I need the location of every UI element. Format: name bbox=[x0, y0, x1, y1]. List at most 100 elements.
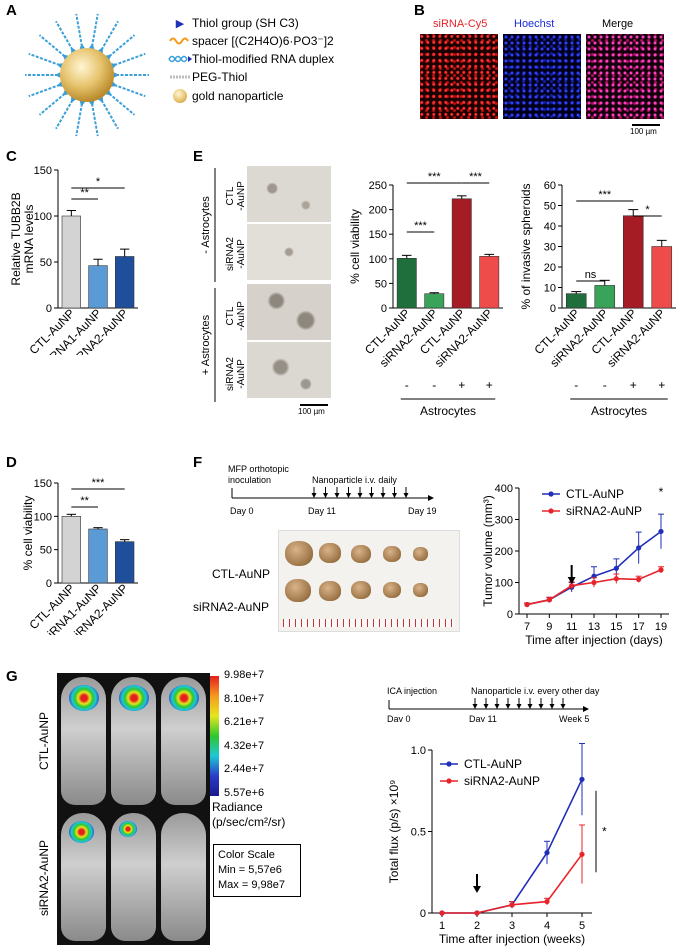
bar bbox=[115, 256, 135, 309]
y-tick-label: 40 bbox=[544, 221, 556, 233]
f-row-si: siRNA2-AuNP bbox=[193, 600, 270, 614]
tumor-specimen bbox=[319, 581, 341, 601]
rna-spoke bbox=[113, 52, 146, 67]
significance-label: ** bbox=[80, 187, 89, 199]
dose-arrow-head bbox=[403, 493, 409, 498]
data-point bbox=[658, 567, 664, 573]
rna-spoke bbox=[28, 52, 61, 67]
b-label-merge: Merge bbox=[602, 18, 634, 30]
dose-arrow-head bbox=[334, 493, 340, 498]
rna-spoke bbox=[113, 83, 146, 98]
x-tick-label: 19 bbox=[655, 621, 667, 633]
thiol-mark bbox=[62, 90, 69, 96]
g-scale-min: Min = 5,57e6 bbox=[218, 864, 282, 876]
f-tl-label1a: MFP orthotopic bbox=[228, 464, 289, 474]
data-point bbox=[579, 776, 585, 782]
y-tick-label: 30 bbox=[544, 242, 556, 254]
y-tick-label: 300 bbox=[495, 515, 513, 527]
y-tick-label: 150 bbox=[34, 165, 52, 177]
rna-spoke bbox=[100, 20, 119, 51]
legend-a: ▶ Thiol group (SH C3) spacer [(C2H4O)6·P… bbox=[168, 14, 408, 106]
g-colorbar bbox=[210, 676, 219, 796]
tumor-specimen bbox=[413, 583, 428, 597]
data-point bbox=[569, 583, 575, 589]
b-image-merge bbox=[586, 34, 664, 119]
x-axis-label: Time after injection (weeks) bbox=[439, 932, 585, 946]
peg-line-icon bbox=[170, 75, 190, 79]
significance-label: * bbox=[96, 176, 101, 188]
astrocyte-sign: + bbox=[458, 378, 465, 392]
panel-label-e: E bbox=[193, 148, 204, 165]
significance-label: *** bbox=[92, 477, 106, 489]
y-tick-label: 150 bbox=[34, 478, 52, 490]
y-tick-label: 200 bbox=[495, 546, 513, 558]
legend-marker bbox=[548, 508, 554, 514]
y-tick-label: 50 bbox=[544, 201, 556, 213]
bar bbox=[88, 528, 108, 584]
e-image-ctl-plus bbox=[247, 284, 331, 340]
g-label-ctl: CTL-AuNP bbox=[37, 712, 51, 770]
nanoparticle-diagram bbox=[25, 13, 149, 137]
e-label-ctl2-a: CTL bbox=[225, 306, 236, 325]
y-tick-label: 50 bbox=[40, 545, 52, 557]
thiol-mark bbox=[79, 43, 86, 50]
y-tick-label: 0 bbox=[507, 609, 513, 621]
f-row-ctl: CTL-AuNP bbox=[212, 567, 271, 581]
thiol-mark bbox=[56, 63, 63, 69]
rna-spoke bbox=[55, 99, 74, 130]
astrocyte-sign: + bbox=[486, 378, 493, 392]
legend-peg: PEG-Thiol bbox=[168, 68, 408, 86]
data-point bbox=[439, 910, 445, 916]
x-tick-label: 1 bbox=[439, 920, 445, 932]
e-images bbox=[247, 166, 331, 402]
rna-spoke bbox=[55, 20, 74, 51]
thiol-mark bbox=[105, 90, 112, 96]
thiol-mark bbox=[56, 81, 63, 87]
dose-arrow-head bbox=[560, 704, 566, 709]
bar bbox=[451, 198, 472, 309]
g-tl-day11: Day 11 bbox=[469, 714, 497, 722]
f-tl-label1b: inoculation bbox=[228, 475, 271, 485]
mouse-image bbox=[61, 813, 106, 941]
e-label-ctl-a: CTL bbox=[225, 186, 236, 205]
panel-label-a: A bbox=[6, 2, 17, 19]
dose-arrow-head bbox=[527, 704, 533, 709]
bar bbox=[61, 215, 81, 309]
tumor-specimen bbox=[351, 581, 371, 599]
x-axis-label: Time after injection (days) bbox=[525, 633, 663, 647]
rna-spoke bbox=[100, 99, 119, 130]
thiol-mark bbox=[70, 47, 77, 54]
significance-label: *** bbox=[469, 171, 483, 183]
x-tick-label: 9 bbox=[546, 621, 552, 633]
bioluminescence-signal bbox=[169, 685, 199, 711]
rna-spoke bbox=[38, 92, 66, 116]
e-image-si-minus bbox=[247, 224, 331, 280]
e-image-labels: - Astrocytes + Astrocytes CTL -AuNP siRN… bbox=[200, 168, 247, 402]
panel-label-f: F bbox=[193, 454, 203, 471]
y-tick-label: 150 bbox=[369, 229, 387, 241]
injection-arrow-head bbox=[473, 886, 481, 893]
g-scale-title: Color Scale bbox=[218, 849, 275, 861]
rna-spoke bbox=[38, 34, 66, 58]
rna-spoke bbox=[108, 92, 136, 116]
y-tick-label: 200 bbox=[369, 205, 387, 217]
f-tl-day0: Day 0 bbox=[230, 506, 254, 516]
g-tl-day0: Day 0 bbox=[387, 714, 411, 722]
y-tick-label: 100 bbox=[369, 254, 387, 266]
g-tl-label1: ICA injection bbox=[387, 686, 437, 696]
x-tick-label: 13 bbox=[588, 621, 600, 633]
e-label-minus: - Astrocytes bbox=[200, 196, 212, 254]
legend-marker bbox=[446, 778, 452, 784]
mouse-image bbox=[161, 813, 206, 941]
legend-rna: Thiol-modified RNA duplex bbox=[168, 50, 408, 68]
e-label-si2-a: siRNA2 bbox=[225, 357, 236, 391]
y-tick-label: 0.5 bbox=[411, 827, 426, 839]
group-label: Astrocytes bbox=[591, 404, 647, 418]
b-scale-bar bbox=[632, 124, 660, 126]
bioluminescence-signal bbox=[69, 685, 99, 711]
y-axis-label: Tumor volume (mm³) bbox=[481, 495, 495, 607]
tumor-specimen bbox=[285, 541, 313, 567]
bar bbox=[622, 215, 644, 309]
astrocyte-sign: - bbox=[603, 378, 607, 392]
